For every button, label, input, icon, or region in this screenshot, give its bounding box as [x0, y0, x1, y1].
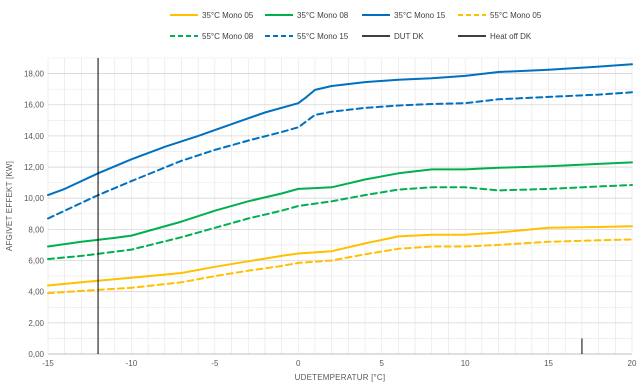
legend-label: 55°C Mono 05 [490, 11, 542, 20]
y-tick-label: 4,00 [28, 288, 44, 297]
x-axis-title: UDETEMPERATUR [°C] [295, 373, 386, 382]
y-tick-label: 14,00 [24, 132, 45, 141]
x-tick-label: 20 [628, 359, 637, 368]
gridlines [47, 57, 633, 355]
legend-label: 35°C Mono 08 [297, 11, 349, 20]
series-line [47, 238, 633, 295]
legend-label: 55°C Mono 08 [202, 32, 254, 41]
x-tick-label: -5 [211, 359, 219, 368]
y-tick-label: 18,00 [24, 70, 45, 79]
axes: -15 -10 -5 0 5 10 15 20 0,00 2,00 4,00 6,00 8,00 10,0… [24, 70, 637, 368]
y-tick-label: 10,00 [24, 194, 45, 203]
y-tick-label: 8,00 [28, 225, 44, 234]
series-line [47, 161, 633, 248]
x-tick-label: 10 [461, 359, 470, 368]
legend-label: 55°C Mono 15 [297, 32, 349, 41]
legend-label: Heat off DK [490, 32, 532, 41]
y-axis-title: AFGIVET EFFEKT [KW] [5, 161, 14, 251]
x-tick-label: 5 [379, 359, 384, 368]
y-tick-label: 6,00 [28, 257, 44, 266]
x-tick-label: 0 [296, 359, 301, 368]
legend: 35°C Mono 05 35°C Mono 08 35°C Mono 15 55°C… [170, 11, 542, 41]
y-tick-label: 12,00 [24, 163, 45, 172]
x-tick-label: 15 [544, 359, 553, 368]
y-tick-label: 2,00 [28, 319, 44, 328]
legend-label: 35°C Mono 05 [202, 11, 254, 20]
series-group [47, 58, 633, 354]
series-line [47, 225, 633, 287]
series-line [47, 63, 633, 197]
series-line [47, 184, 633, 260]
legend-label: DUT DK [394, 32, 424, 41]
y-tick-label: 0,00 [28, 350, 44, 359]
y-tick-label: 16,00 [24, 101, 45, 110]
series-line [47, 91, 633, 220]
x-tick-label: -10 [126, 359, 138, 368]
legend-label: 35°C Mono 15 [394, 11, 446, 20]
x-tick-label: -15 [42, 359, 54, 368]
